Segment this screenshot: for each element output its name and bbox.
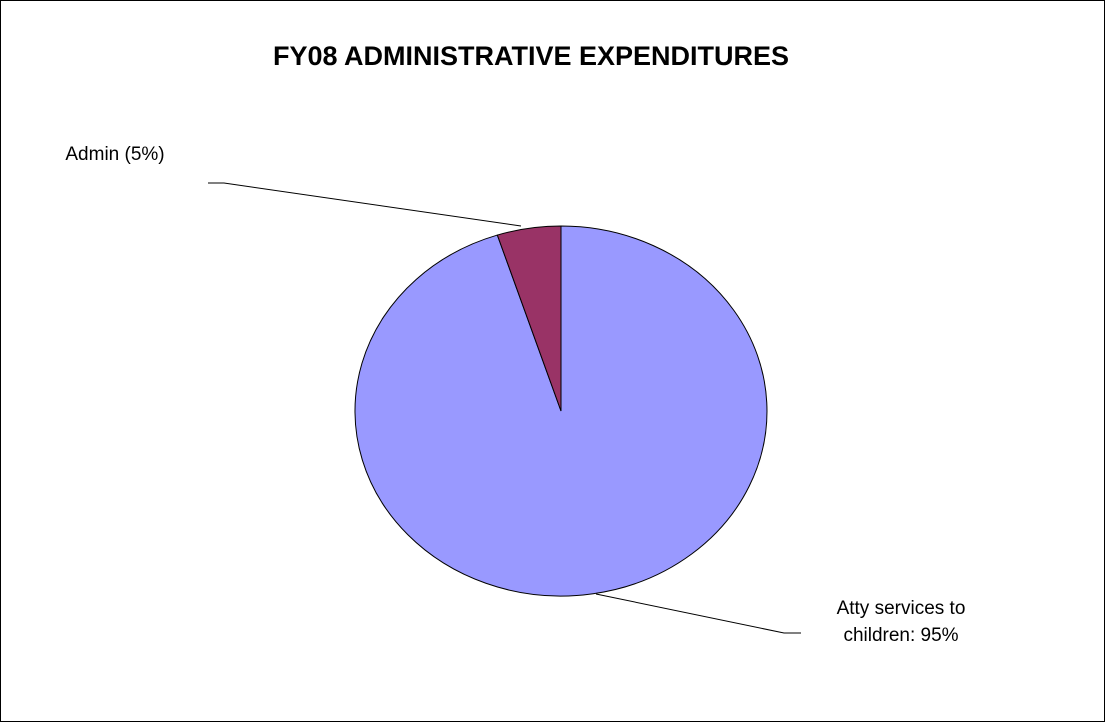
pie-slice-2	[496, 225, 562, 412]
chart-title: FY08 ADMINISTRATIVE EXPENDITURES	[273, 41, 789, 71]
pie-slices	[354, 225, 768, 597]
leader-line-1	[595, 593, 801, 634]
slice-label-1: Atty services to children: 95%	[837, 598, 966, 646]
slice-labels: Atty services to children: 95% Admin (5%)	[65, 144, 965, 646]
slice-label-line: Admin (5%)	[65, 144, 164, 165]
leader-line-2	[208, 182, 522, 227]
slice-label-line: children: 95%	[843, 625, 958, 646]
leader-lines	[208, 182, 801, 634]
slice-label-line: Atty services to	[837, 598, 966, 619]
slice-label-2: Admin (5%)	[65, 144, 164, 165]
